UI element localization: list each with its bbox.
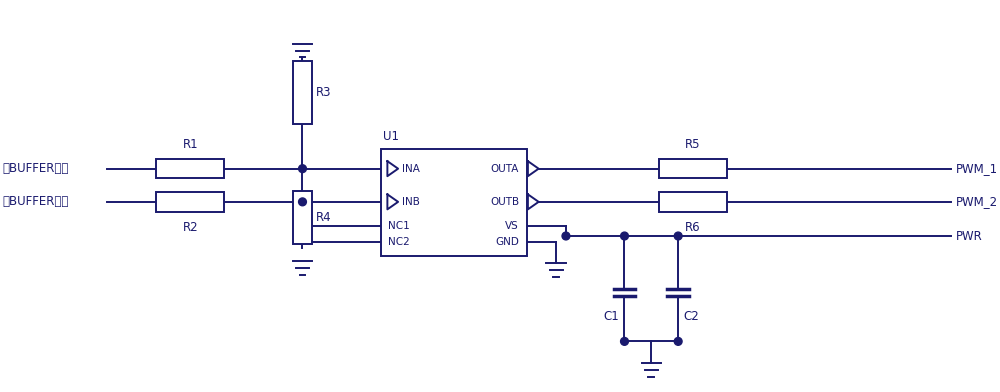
Text: R1: R1 [182, 138, 198, 151]
Bar [381, 149, 527, 256]
Text: C2: C2 [683, 310, 699, 323]
Text: GND: GND [495, 237, 519, 247]
Text: R2: R2 [182, 221, 198, 234]
Bar [156, 192, 224, 212]
Bar [293, 61, 312, 124]
Circle shape [674, 338, 682, 345]
Text: R5: R5 [685, 138, 701, 151]
Text: NC1: NC1 [388, 221, 410, 231]
Bar [659, 192, 727, 212]
Bar [659, 159, 727, 178]
Text: R6: R6 [685, 221, 701, 234]
Text: INB: INB [402, 197, 420, 207]
Bar [293, 191, 312, 244]
Text: C1: C1 [604, 310, 620, 323]
Text: INA: INA [402, 164, 420, 174]
Text: R4: R4 [316, 211, 332, 224]
Text: PWR: PWR [956, 229, 983, 243]
Text: U1: U1 [383, 130, 399, 143]
Circle shape [621, 338, 628, 345]
Text: 至BUFFER管腳: 至BUFFER管腳 [2, 162, 68, 175]
Circle shape [299, 165, 306, 172]
Circle shape [299, 198, 306, 206]
Text: PWM_1: PWM_1 [956, 162, 998, 175]
Text: R3: R3 [316, 86, 332, 99]
Text: NC2: NC2 [388, 237, 410, 247]
Circle shape [562, 232, 570, 240]
Bar [156, 159, 224, 178]
Circle shape [674, 232, 682, 240]
Text: OUTA: OUTA [491, 164, 519, 174]
Circle shape [621, 232, 628, 240]
Text: VS: VS [505, 221, 519, 231]
Text: OUTB: OUTB [490, 197, 519, 207]
Text: 至BUFFER管腳: 至BUFFER管腳 [2, 195, 68, 209]
Text: PWM_2: PWM_2 [956, 195, 998, 209]
